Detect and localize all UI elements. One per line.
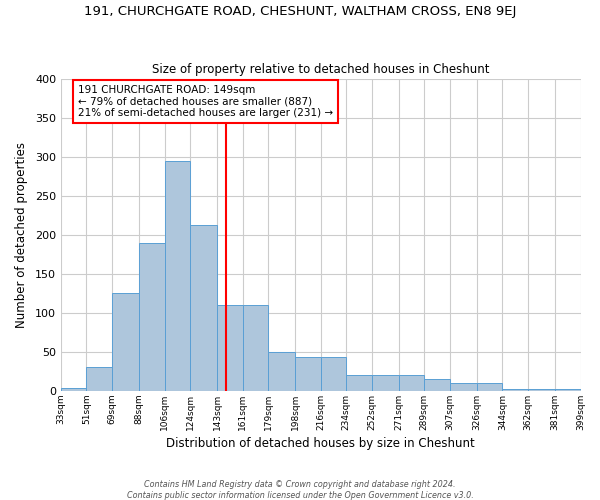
Bar [399,376,424,391]
Title: Size of property relative to detached houses in Cheshunt: Size of property relative to detached ho… [152,63,490,76]
X-axis label: Distribution of detached houses by size in Cheshunt: Distribution of detached houses by size … [166,437,475,450]
Bar [164,160,190,391]
Bar [477,383,502,391]
Bar [372,376,399,391]
Bar [139,242,164,391]
Bar [112,294,139,391]
Bar [528,390,555,391]
Text: 191 CHURCHGATE ROAD: 149sqm
← 79% of detached houses are smaller (887)
21% of se: 191 CHURCHGATE ROAD: 149sqm ← 79% of det… [78,85,333,118]
Text: Contains HM Land Registry data © Crown copyright and database right 2024.
Contai: Contains HM Land Registry data © Crown c… [127,480,473,500]
Bar [555,390,581,391]
Bar [190,226,217,391]
Bar [321,358,346,391]
Bar [217,305,242,391]
Bar [61,388,86,391]
Bar [502,388,528,391]
Bar [346,376,372,391]
Bar [295,358,321,391]
Bar [424,379,450,391]
Y-axis label: Number of detached properties: Number of detached properties [15,142,28,328]
Bar [242,305,268,391]
Bar [268,352,295,391]
Bar [86,368,112,391]
Bar [450,383,477,391]
Text: 191, CHURCHGATE ROAD, CHESHUNT, WALTHAM CROSS, EN8 9EJ: 191, CHURCHGATE ROAD, CHESHUNT, WALTHAM … [84,5,516,18]
